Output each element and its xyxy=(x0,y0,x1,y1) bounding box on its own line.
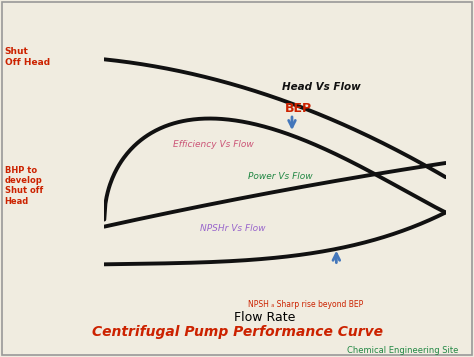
Text: Flow Rate: Flow Rate xyxy=(234,311,295,324)
Text: Efficiency Vs Flow: Efficiency Vs Flow xyxy=(173,140,253,149)
Text: BHP to
develop
Shut off
Head: BHP to develop Shut off Head xyxy=(5,166,43,206)
Text: Centrifugal Pump Performance Curve: Centrifugal Pump Performance Curve xyxy=(91,325,383,338)
Text: Power Vs Flow: Power Vs Flow xyxy=(247,172,312,181)
Text: NPSH ₐ Sharp rise beyond BEP: NPSH ₐ Sharp rise beyond BEP xyxy=(247,300,363,309)
Text: BEP: BEP xyxy=(285,102,312,115)
Text: NPSHr Vs Flow: NPSHr Vs Flow xyxy=(200,224,265,233)
Text: Chemical Engineering Site: Chemical Engineering Site xyxy=(347,346,458,356)
Text: Shut
Off Head: Shut Off Head xyxy=(5,47,50,67)
Text: Head Vs Flow: Head Vs Flow xyxy=(282,82,361,92)
